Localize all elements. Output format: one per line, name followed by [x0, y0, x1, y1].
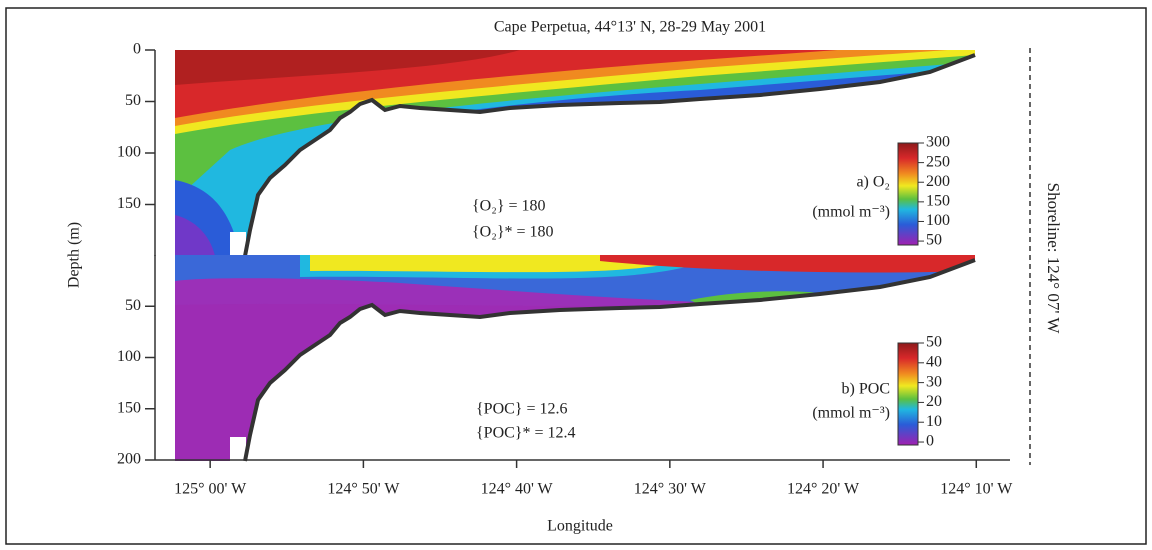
- x-tick-label: 124° 40' W: [481, 481, 554, 498]
- y-tick-label: 200: [117, 451, 141, 468]
- annotation: {O₂}* = 180: [472, 224, 554, 241]
- annotation: {POC} = 12.6: [476, 401, 568, 418]
- colorbar-tick-label: 250: [926, 153, 950, 170]
- y-tick-label: 150: [117, 195, 141, 212]
- units: (mmol m⁻³): [812, 405, 890, 422]
- y-tick-label: 0: [133, 41, 141, 58]
- colorbar: [897, 142, 919, 246]
- colorbar-tick-label: 20: [926, 393, 942, 410]
- y-tick-label: 150: [117, 399, 141, 416]
- panel-label: a) O₂: [856, 174, 890, 191]
- x-tick-label: 124° 30' W: [634, 481, 707, 498]
- units: (mmol m⁻³): [812, 204, 890, 221]
- colorbar-tick-label: 150: [926, 193, 950, 210]
- x-tick-label: 124° 20' W: [787, 481, 860, 498]
- colorbar: [897, 342, 919, 446]
- colorbar-tick-label: 40: [926, 353, 942, 370]
- seafloor: [243, 258, 976, 462]
- colorbar-tick-label: 30: [926, 373, 942, 390]
- x-tick-label: 124° 10' W: [940, 481, 1013, 498]
- colorbar-tick-label: 10: [926, 413, 942, 430]
- colorbar-tick-label: 200: [926, 173, 950, 190]
- chart-title: Cape Perpetua, 44°13' N, 28-29 May 2001: [494, 19, 766, 36]
- colorbar-tick-label: 100: [926, 212, 950, 229]
- seafloor: [243, 53, 976, 257]
- y-tick-label: 50: [125, 297, 141, 314]
- x-tick-label: 124° 50' W: [327, 481, 400, 498]
- y-tick-label: 100: [117, 348, 141, 365]
- annotation: {POC}* = 12.4: [476, 425, 576, 442]
- y-tick-label: 50: [125, 92, 141, 109]
- annotation: {O₂} = 180: [472, 198, 546, 215]
- y-axis-label: Depth (m): [66, 222, 83, 288]
- colorbar-tick-label: 50: [926, 334, 942, 351]
- colorbar-tick-label: 0: [926, 433, 934, 450]
- panel-label: b) POC: [842, 381, 890, 398]
- frame: [5, 7, 1147, 545]
- colorbar-tick-label: 50: [926, 232, 942, 249]
- o2-field: [175, 50, 975, 256]
- x-axis-label: Longitude: [547, 518, 613, 535]
- shoreline-label: Shoreline: 124° 07' W: [1044, 183, 1063, 335]
- colorbar-tick-label: 300: [926, 134, 950, 151]
- x-tick-label: 125° 00' W: [174, 481, 247, 498]
- y-tick-label: 100: [117, 144, 141, 161]
